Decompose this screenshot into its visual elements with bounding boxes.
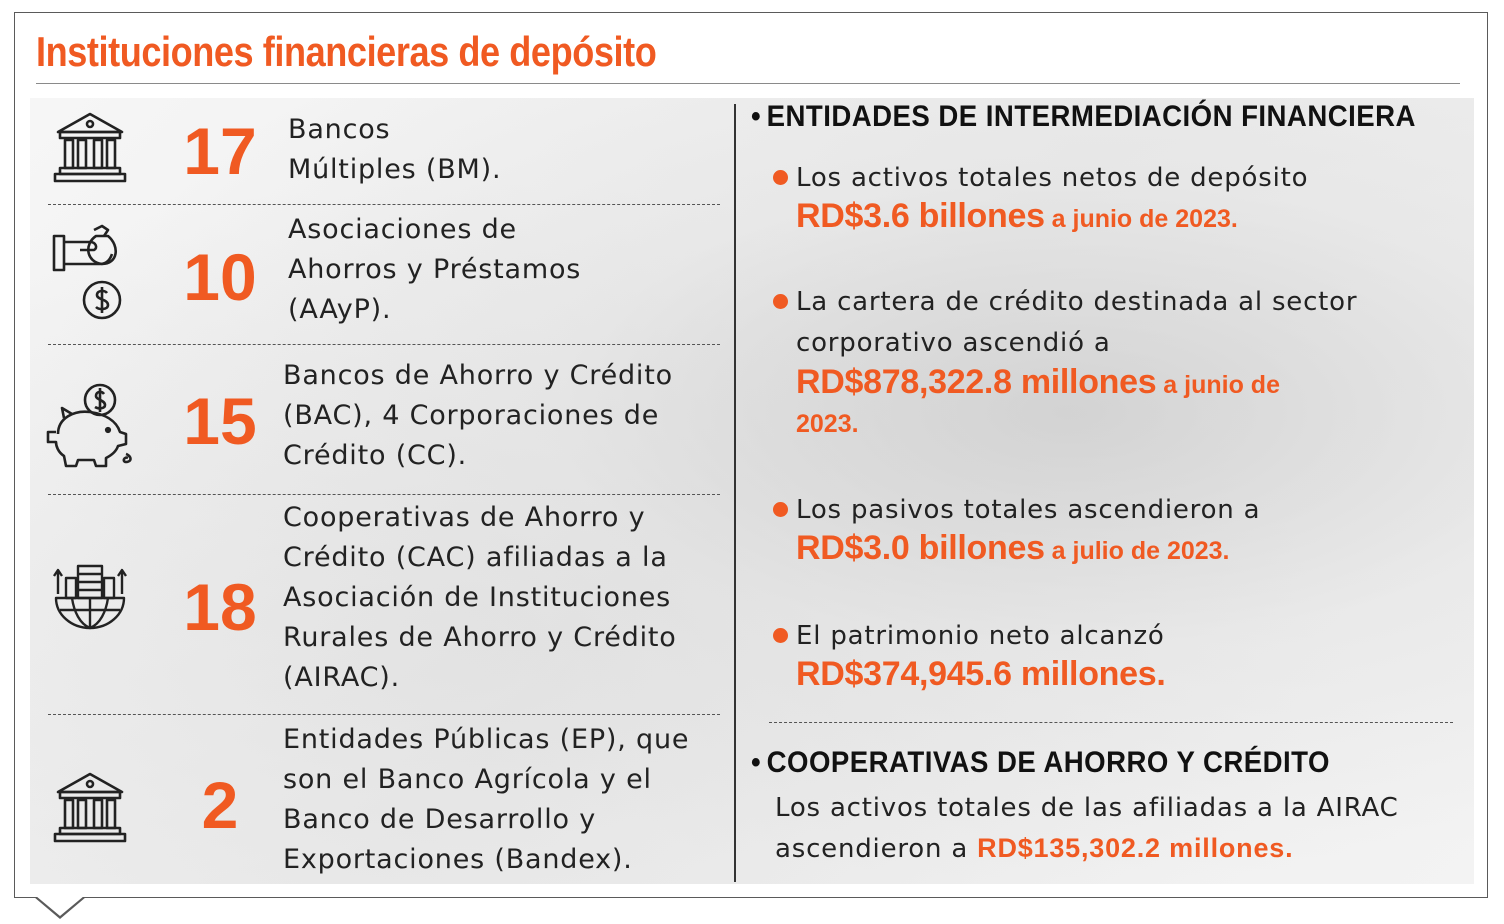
row-divider — [48, 714, 720, 715]
desc-line: (BAC), 4 Corporaciones de — [283, 400, 660, 431]
stat-highlight-cont: 2023. — [796, 402, 859, 449]
column-divider — [734, 104, 736, 882]
institution-row-ep: 2 Entidades Públicas (EP), que son el Ba… — [30, 716, 720, 884]
piggy-bank-icon — [44, 382, 134, 468]
bank-building-icon — [50, 108, 130, 188]
stat-text: La cartera de crédito destinada al secto… — [796, 287, 1358, 317]
row-divider — [48, 204, 720, 205]
row-divider — [48, 344, 720, 345]
count-bac: 15 — [183, 384, 257, 458]
desc-line: Bancos — [288, 114, 391, 145]
section-heading-cooperativas: • COOPERATIVAS DE AHORRO Y CRÉDITO — [751, 746, 1330, 780]
desc-line: (AAyP). — [288, 294, 392, 325]
heading-text: ENTIDADES DE INTERMEDIACIÓN FINANCIERA — [766, 100, 1416, 133]
stat-item-activos: Los activos totales netos de depósito RD… — [773, 158, 1463, 242]
bullet-dot — [773, 170, 788, 185]
section-heading-intermediacion: • ENTIDADES DE INTERMEDIACIÓN FINANCIERA — [751, 100, 1416, 134]
count-ep: 2 — [201, 768, 239, 842]
desc-line: son el Banco Agrícola y el — [283, 764, 652, 795]
stat-date: a junio de — [1156, 371, 1280, 399]
desc-line: Exportaciones (Bandex). — [283, 844, 633, 875]
desc-line: Entidades Públicas (EP), que — [283, 724, 690, 755]
coop-value: RD$135,302.2 millones. — [977, 833, 1294, 863]
institutions-list: 17 Bancos Múltiples (BM). 10 Asociacione… — [30, 98, 720, 884]
stat-highlight: RD$3.6 billones a junio de 2023. — [796, 194, 1238, 244]
desc-line: Banco de Desarrollo y — [283, 804, 597, 835]
callout-pointer-fill — [36, 896, 84, 916]
section-divider — [769, 722, 1453, 723]
page-title: Instituciones financieras de depósito — [36, 28, 657, 75]
desc-line: Rurales de Ahorro y Crédito — [283, 622, 677, 653]
coop-text-prefix: ascendieron a — [775, 834, 978, 864]
stat-item-pasivos: Los pasivos totales ascendieron a RD$3.0… — [773, 490, 1463, 574]
institution-row-aayp: 10 Asociaciones de Ahorros y Préstamos (… — [30, 206, 720, 342]
desc-line: Asociación de Instituciones — [283, 582, 672, 613]
stat-highlight: RD$878,322.8 millones a junio de — [796, 360, 1280, 410]
stat-highlight: RD$3.0 billones a julio de 2023. — [796, 526, 1230, 576]
desc-line: Crédito (CAC) afiliadas a la — [283, 542, 668, 573]
stat-item-patrimonio: El patrimonio neto alcanzó RD$374,945.6 … — [773, 616, 1463, 700]
stat-text: Los pasivos totales ascendieron a — [796, 495, 1261, 525]
desc-line: Crédito (CC). — [283, 440, 468, 471]
globe-buildings-icon — [50, 558, 130, 638]
coop-text-line2: ascendieron a RD$135,302.2 millones. — [775, 828, 1293, 869]
institution-row-bac: 15 Bancos de Ahorro y Crédito (BAC), 4 C… — [30, 346, 720, 492]
stat-text: Los activos totales netos de depósito — [796, 163, 1309, 193]
institution-desc-aayp: Asociaciones de Ahorros y Préstamos (AAy… — [288, 210, 581, 330]
institution-desc-bm: Bancos Múltiples (BM). — [288, 110, 501, 190]
row-divider — [48, 494, 720, 495]
count-cac: 18 — [183, 570, 257, 644]
institution-row-bm: 17 Bancos Múltiples (BM). — [30, 98, 720, 202]
bank-building-icon — [50, 768, 130, 848]
stat-date: a julio de 2023. — [1044, 537, 1230, 565]
stat-highlight: RD$374,945.6 millones. — [796, 652, 1166, 702]
coop-text-line1: Los activos totales de las afiliadas a l… — [775, 793, 1399, 823]
desc-line: (AIRAC). — [283, 662, 400, 693]
stat-value: RD$3.0 billones — [796, 529, 1045, 567]
heading-bullet: • — [751, 100, 762, 133]
stat-item-cartera: La cartera de crédito destinada al secto… — [773, 282, 1463, 442]
background-photo — [30, 98, 1474, 884]
heading-bullet: • — [751, 746, 762, 779]
stat-value: RD$3.6 billones — [796, 197, 1045, 235]
title-divider — [36, 83, 1460, 84]
desc-line: Asociaciones de — [288, 214, 517, 245]
summary-panel: • ENTIDADES DE INTERMEDIACIÓN FINANCIERA … — [745, 98, 1465, 884]
desc-line: Cooperativas de Ahorro y — [283, 502, 646, 533]
institution-desc-ep: Entidades Públicas (EP), que son el Banc… — [283, 720, 689, 880]
stat-text: corporativo ascendió a — [796, 328, 1111, 358]
stat-text: El patrimonio neto alcanzó — [796, 621, 1165, 651]
count-bm: 17 — [183, 114, 257, 188]
count-aayp: 10 — [183, 240, 257, 314]
stat-value: RD$878,322.8 millones — [796, 363, 1157, 401]
desc-line: Ahorros y Préstamos — [288, 254, 582, 285]
stat-date: 2023. — [796, 410, 859, 438]
bullet-dot — [773, 294, 788, 309]
institution-desc-cac: Cooperativas de Ahorro y Crédito (CAC) a… — [283, 498, 677, 698]
stat-date: a junio de 2023. — [1044, 205, 1238, 233]
stat-value: RD$374,945.6 millones. — [796, 655, 1166, 693]
heading-text: COOPERATIVAS DE AHORRO Y CRÉDITO — [766, 746, 1330, 779]
hand-money-bag-icon — [50, 224, 130, 320]
bullet-dot — [773, 502, 788, 517]
desc-line: Bancos de Ahorro y Crédito — [283, 360, 673, 391]
institution-desc-bac: Bancos de Ahorro y Crédito (BAC), 4 Corp… — [283, 356, 673, 476]
bullet-dot — [773, 628, 788, 643]
desc-line: Múltiples (BM). — [288, 154, 502, 185]
institution-row-cac: 18 Cooperativas de Ahorro y Crédito (CAC… — [30, 496, 720, 712]
